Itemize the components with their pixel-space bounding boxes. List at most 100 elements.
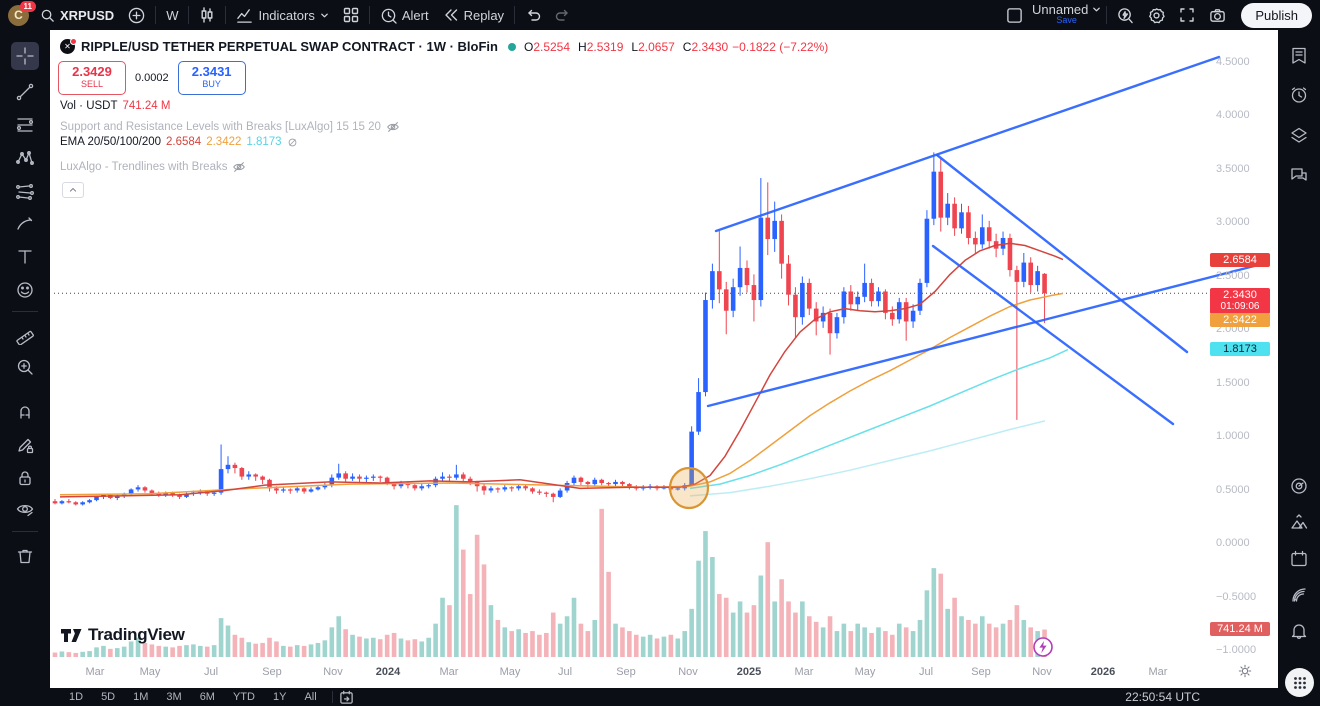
watchlist-button[interactable] xyxy=(1285,42,1313,70)
calendar-button[interactable] xyxy=(1285,545,1313,573)
range-1m[interactable]: 1M xyxy=(133,691,149,703)
tradingview-logo-icon xyxy=(61,628,82,642)
prediction-tool[interactable] xyxy=(11,178,39,206)
interval-button[interactable]: W xyxy=(166,7,179,23)
price-tick-label: 2.5000 xyxy=(1216,269,1250,282)
publish-button[interactable]: Publish xyxy=(1241,2,1312,28)
chat-button[interactable] xyxy=(1285,161,1313,189)
symbol-search-button[interactable]: XRPUSD xyxy=(33,2,121,28)
apps-grid-button[interactable] xyxy=(1285,668,1314,697)
chart-legend-header[interactable]: ✕ RIPPLE/USD TETHER PERPETUAL SWAP CONTR… xyxy=(60,38,828,54)
time-tick-label: Mar xyxy=(439,666,459,678)
ohlc-item: L2.0657 xyxy=(631,39,675,54)
lock-drawings-tool[interactable] xyxy=(11,464,39,492)
indicator-templates-button[interactable] xyxy=(336,2,366,28)
time-tick-label: 2026 xyxy=(1090,666,1116,678)
alert-button[interactable]: Alert xyxy=(373,2,436,28)
text-tool[interactable] xyxy=(11,243,39,271)
layout-name-block[interactable]: Unnamed Save xyxy=(1031,2,1101,26)
eye-off-icon[interactable] xyxy=(287,137,298,148)
axis-settings-gear-icon[interactable] xyxy=(1238,664,1252,683)
time-tick-label: Mar xyxy=(1148,666,1168,678)
price-axis-badge: 2.6584 xyxy=(1210,253,1270,267)
indicator-row-trendlines[interactable]: LuxAlgo - Trendlines with Breaks xyxy=(60,160,246,174)
price-tick-label: −1.0000 xyxy=(1216,644,1257,656)
object-tree-button[interactable] xyxy=(1285,121,1313,149)
remove-drawings-tool[interactable] xyxy=(11,542,39,570)
indicators-button[interactable]: Indicators xyxy=(229,2,335,28)
price-tick-label: 0.5000 xyxy=(1216,483,1250,496)
notifications-button[interactable] xyxy=(1285,617,1313,645)
screenshot-button[interactable] xyxy=(1202,2,1233,28)
fullscreen-button[interactable] xyxy=(1172,2,1202,28)
magnet-tool[interactable] xyxy=(11,398,39,426)
news-feed-button[interactable] xyxy=(1285,581,1313,609)
quick-search-button[interactable] xyxy=(1110,2,1141,28)
layout-name: Unnamed xyxy=(1031,2,1089,17)
grid-dots-icon xyxy=(1293,676,1306,689)
save-link[interactable]: Save xyxy=(1056,15,1077,25)
replay-icon xyxy=(444,9,457,21)
market-status-dot[interactable] xyxy=(507,42,516,51)
price-axis-badge: 741.24 M xyxy=(1210,622,1270,636)
top-movers-button[interactable] xyxy=(1285,509,1313,537)
clock-timezone[interactable]: 22:50:54 UTC xyxy=(1125,690,1200,704)
compare-add-button[interactable] xyxy=(121,2,152,28)
price-chart[interactable] xyxy=(50,30,1278,688)
price-tick-label: 0.0000 xyxy=(1216,537,1250,549)
chart-type-button[interactable] xyxy=(192,2,222,28)
spread-value: 0.0002 xyxy=(135,72,169,84)
emoji-tool[interactable] xyxy=(11,276,39,304)
time-tick-label: Jul xyxy=(203,666,219,678)
date-ranges: 1D 5D 1M 3M 6M YTD 1Y All xyxy=(60,690,354,705)
crosshair-tool[interactable] xyxy=(11,42,39,70)
range-1d[interactable]: 1D xyxy=(69,691,84,703)
collapse-legend-button[interactable] xyxy=(62,182,84,198)
trash-icon xyxy=(17,549,33,564)
indicator-row-ema[interactable]: EMA 20/50/100/200 2.6584 2.3422 1.8173 xyxy=(60,136,298,148)
volume-legend[interactable]: Vol · USDT 741.24 M xyxy=(60,100,170,112)
time-tick-label: May xyxy=(139,666,161,678)
top-toolbar: C 11 XRPUSD W Indicators Alert R xyxy=(0,0,1320,30)
settings-button[interactable] xyxy=(1141,2,1172,28)
fib-retracement-tool[interactable] xyxy=(11,111,39,139)
indicator-row-sr[interactable]: Support and Resistance Levels with Break… xyxy=(60,120,400,134)
sell-price: 2.3429 xyxy=(72,64,112,79)
gear-icon xyxy=(1149,7,1166,23)
symbol-label: XRPUSD xyxy=(60,7,115,23)
chart-title[interactable]: RIPPLE/USD TETHER PERPETUAL SWAP CONTRAC… xyxy=(81,39,498,54)
chart-pane[interactable]: ✕ RIPPLE/USD TETHER PERPETUAL SWAP CONTR… xyxy=(50,30,1278,688)
drawing-mode-tool[interactable] xyxy=(11,431,39,459)
buy-label: BUY xyxy=(202,79,221,89)
range-all[interactable]: All xyxy=(304,691,317,703)
range-3m[interactable]: 3M xyxy=(166,691,182,703)
hide-drawings-tool[interactable] xyxy=(11,496,39,524)
redo-button[interactable] xyxy=(548,2,578,28)
layout-button[interactable] xyxy=(999,2,1030,28)
xabcd-pattern-icon xyxy=(16,151,34,165)
range-1y[interactable]: 1Y xyxy=(272,691,287,703)
range-ytd[interactable]: YTD xyxy=(232,691,255,703)
screener-button[interactable] xyxy=(1285,472,1313,500)
divider xyxy=(12,531,38,532)
eye-off-icon[interactable] xyxy=(232,160,246,174)
user-avatar[interactable]: C 11 xyxy=(8,0,36,26)
pattern-tool[interactable] xyxy=(11,144,39,172)
measure-tool[interactable] xyxy=(11,321,39,349)
time-tick-label: May xyxy=(854,666,876,678)
zoom-in-tool[interactable] xyxy=(11,353,39,381)
go-to-date-icon[interactable] xyxy=(339,690,354,705)
sell-button[interactable]: 2.3429 SELL xyxy=(58,61,126,95)
brush-tool[interactable] xyxy=(11,210,39,238)
replay-label: Replay xyxy=(463,7,505,23)
eye-off-icon[interactable] xyxy=(386,120,400,134)
alerts-panel-button[interactable] xyxy=(1285,81,1313,109)
buy-button[interactable]: 2.3431 BUY xyxy=(177,61,246,95)
range-5d[interactable]: 5D xyxy=(101,691,116,703)
undo-button[interactable] xyxy=(518,2,548,28)
replay-button[interactable]: Replay xyxy=(436,2,511,28)
trend-line-tool[interactable] xyxy=(11,78,39,106)
range-6m[interactable]: 6M xyxy=(199,691,215,703)
zoom-in-icon xyxy=(17,359,33,375)
price-tick-label: 4.5000 xyxy=(1216,55,1250,68)
